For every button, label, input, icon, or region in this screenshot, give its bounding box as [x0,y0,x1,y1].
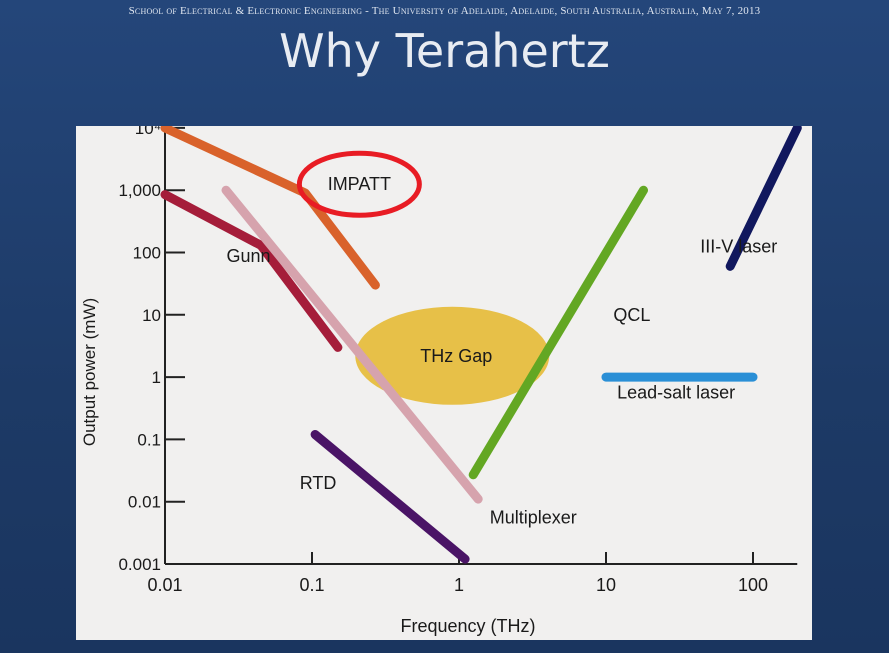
series-label-rtd: RTD [300,473,337,493]
series-qcl [468,185,648,480]
y-tick-label: 0.1 [137,430,161,449]
series-label-lead-salt-laser: Lead-salt laser [617,383,735,403]
series-label-gunn: Gunn [227,246,271,266]
chart-series [160,126,802,564]
y-tick-label: 10⁴ [135,126,161,138]
series-label-qcl: QCL [613,305,650,325]
chart-labels: IMPATT Gunn Multiplexer RTD QCL III-V laser Le… [227,150,777,527]
series-label-impatt: IMPATT [328,174,391,194]
x-tick-label: 0.01 [147,575,182,595]
series-iii-v-laser [725,126,802,271]
x-axis-label: Frequency (THz) [400,616,535,636]
x-tick-label: 100 [738,575,768,595]
region-label-thz-gap: THz Gap [420,346,492,366]
y-tick-label: 1 [152,368,161,387]
y-tick-label: 0.001 [118,555,161,574]
y-tick-label: 1,000 [118,181,161,200]
y-axis-label: Output power (mW) [80,298,99,446]
y-tick-label: 10 [142,306,161,325]
slide-title: Why Terahertz [279,24,610,78]
series-label-multiplexer: Multiplexer [490,507,577,527]
chart-regions: THz Gap [355,306,550,405]
region-thz-gap [355,306,550,405]
annotation-circle [296,150,422,218]
y-tick-label: 100 [133,244,161,263]
x-tick-label: 1 [454,575,464,595]
chart: 0.01 0.1 1 10 10010⁴1,0001001010.10.010.001 … [80,126,802,636]
x-tick-label: 10 [596,575,616,595]
x-tick-label: 0.1 [299,575,324,595]
series-label-iii-v-laser: III-V laser [700,237,777,257]
y-tick-label: 0.01 [128,493,161,512]
series-rtd [310,430,470,564]
header-caption: School of Electrical & Electronic Engine… [128,5,761,17]
series-impatt [160,126,380,290]
series-gunn [160,190,343,352]
series-multiplexer [221,185,483,504]
